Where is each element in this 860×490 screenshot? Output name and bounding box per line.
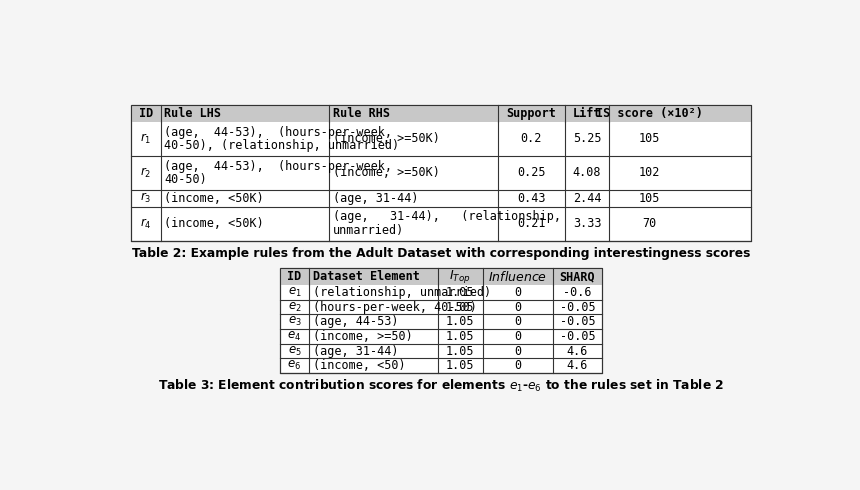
Text: 3.33: 3.33 (573, 217, 601, 230)
Bar (131, 105, 751, 122)
Text: 40-50), (relationship, unmarried): 40-50), (relationship, unmarried) (164, 139, 400, 152)
Text: 4.08: 4.08 (573, 166, 601, 179)
Text: 0: 0 (514, 315, 521, 328)
Bar (280, 268, 601, 285)
Text: SHARQ: SHARQ (560, 270, 595, 283)
Text: 0.25: 0.25 (517, 166, 545, 179)
Text: $r_{3}$: $r_{3}$ (140, 191, 151, 205)
Text: -0.6: -0.6 (563, 286, 592, 299)
Text: Table 2: Example rules from the Adult Dataset with corresponding interestingness: Table 2: Example rules from the Adult Da… (132, 246, 750, 260)
Text: 0: 0 (514, 330, 521, 343)
Text: 105: 105 (638, 192, 660, 205)
Text: (age, 31-44): (age, 31-44) (333, 192, 419, 205)
Text: (relationship, unmarried): (relationship, unmarried) (313, 286, 491, 299)
Text: (hours-per-week, 40-50): (hours-per-week, 40-50) (313, 301, 476, 314)
Text: 1.05: 1.05 (445, 344, 475, 358)
Text: (income, >=50K): (income, >=50K) (333, 166, 440, 179)
Text: (age,   31-44),   (relationship,: (age, 31-44), (relationship, (333, 210, 561, 223)
Text: (age,  44-53),  (hours-per-week,: (age, 44-53), (hours-per-week, (164, 160, 392, 172)
Text: 102: 102 (638, 166, 660, 179)
Text: (income, >=50K): (income, >=50K) (333, 132, 440, 146)
Text: $r_{1}$: $r_{1}$ (140, 132, 151, 146)
Text: $r_{2}$: $r_{2}$ (140, 166, 151, 180)
Text: 0: 0 (514, 286, 521, 299)
Text: IS score (×10²): IS score (×10²) (596, 107, 703, 120)
Text: Rule RHS: Rule RHS (333, 107, 390, 120)
Text: 1.05: 1.05 (445, 286, 475, 299)
Text: 2.44: 2.44 (573, 192, 601, 205)
Text: Table 3: Element contribution scores for elements $e_1$-$e_6$ to the rules set i: Table 3: Element contribution scores for… (157, 378, 724, 393)
Bar (280, 268, 601, 373)
Text: $e_{6}$: $e_{6}$ (287, 359, 301, 372)
Text: $e_{4}$: $e_{4}$ (287, 330, 301, 343)
Text: -0.05: -0.05 (560, 315, 595, 328)
Text: $Influence$: $Influence$ (488, 270, 548, 284)
Text: Dataset Element: Dataset Element (313, 270, 420, 283)
Text: Support: Support (507, 107, 556, 120)
Text: 4.6: 4.6 (567, 344, 588, 358)
Text: 70: 70 (642, 217, 656, 230)
Text: (age,  44-53),  (hours-per-week,: (age, 44-53), (hours-per-week, (164, 125, 392, 139)
Text: 0: 0 (514, 301, 521, 314)
Bar (280, 268, 601, 373)
Text: $e_{2}$: $e_{2}$ (287, 300, 301, 314)
Bar (131, 105, 751, 241)
Text: 1.05: 1.05 (445, 315, 475, 328)
Text: unmarried): unmarried) (333, 224, 404, 237)
Text: Lift: Lift (573, 107, 601, 120)
Text: ID: ID (138, 107, 153, 120)
Text: (income, >=50): (income, >=50) (313, 330, 413, 343)
Text: 1.05: 1.05 (445, 330, 475, 343)
Text: 0: 0 (514, 344, 521, 358)
Text: 1.05: 1.05 (445, 301, 475, 314)
Text: 0.43: 0.43 (517, 192, 545, 205)
Text: (income, <50): (income, <50) (313, 359, 405, 372)
Text: $e_{1}$: $e_{1}$ (287, 286, 301, 299)
Text: (age, 44-53): (age, 44-53) (313, 315, 398, 328)
Text: $e_{3}$: $e_{3}$ (287, 315, 301, 328)
Text: Rule LHS: Rule LHS (164, 107, 221, 120)
Text: 40-50): 40-50) (164, 173, 207, 186)
Text: 0: 0 (514, 359, 521, 372)
Text: (age, 31-44): (age, 31-44) (313, 344, 398, 358)
Text: $e_{5}$: $e_{5}$ (287, 344, 301, 358)
Text: -0.05: -0.05 (560, 330, 595, 343)
Text: (income, <50K): (income, <50K) (164, 192, 264, 205)
Text: 105: 105 (638, 132, 660, 146)
Text: 0.2: 0.2 (520, 132, 542, 146)
Text: $I_{Top}$: $I_{Top}$ (449, 268, 470, 285)
Text: $r_{4}$: $r_{4}$ (140, 217, 151, 231)
Text: -0.05: -0.05 (560, 301, 595, 314)
Text: 1.05: 1.05 (445, 359, 475, 372)
Text: 4.6: 4.6 (567, 359, 588, 372)
Bar (131, 105, 751, 241)
Text: (income, <50K): (income, <50K) (164, 217, 264, 230)
Text: 0.21: 0.21 (517, 217, 545, 230)
Text: 5.25: 5.25 (573, 132, 601, 146)
Text: ID: ID (287, 270, 302, 283)
